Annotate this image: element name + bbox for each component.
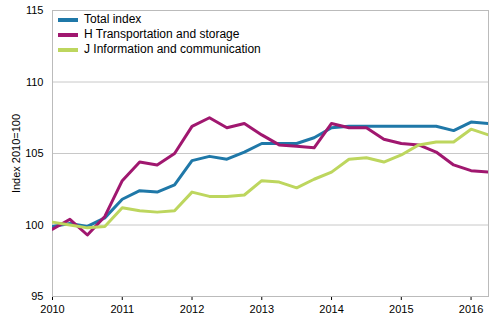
svg-text:2013: 2013	[250, 303, 274, 315]
html-text:J Information and communicatio: J Information and communication	[84, 42, 261, 56]
svg-text:110: 110	[26, 76, 44, 88]
svg-text:2015: 2015	[389, 303, 413, 315]
svg-text:2016: 2016	[459, 303, 483, 315]
svg-text:115: 115	[26, 4, 44, 16]
svg-text:100: 100	[25, 219, 43, 231]
svg-text:2014: 2014	[319, 303, 343, 315]
svg-text:95: 95	[31, 290, 43, 302]
svg-text:2010: 2010	[40, 303, 64, 315]
svg-text:Index 2010=100: Index 2010=100	[10, 114, 22, 193]
html-text:Total index: Total index	[84, 12, 142, 26]
html-text:H Transportation and storage: H Transportation and storage	[84, 27, 240, 41]
svg-text:2011: 2011	[110, 303, 134, 315]
svg-text:2012: 2012	[180, 303, 204, 315]
svg-text:105: 105	[25, 147, 43, 159]
